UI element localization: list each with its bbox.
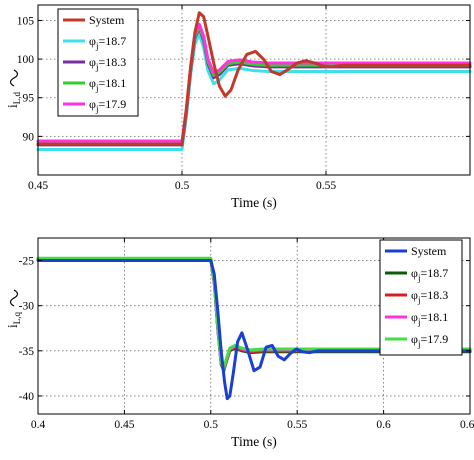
y-tick-label: -25 [19, 256, 35, 268]
plot-bottom-ylabel-hat-icon [9, 289, 19, 307]
plot-bottom-legend: System φj=18.7 φj=18.3 φj=18.1 φj=17.9 [379, 239, 463, 356]
y-tick-label: 95 [23, 93, 35, 105]
series-line-system [36, 259, 472, 401]
y-tick-label: 90 [23, 131, 35, 143]
y-tick-label: 100 [17, 54, 35, 66]
x-tick-label: 0.6 [376, 419, 391, 431]
plot-bottom-xlabel: Time (s) [231, 434, 277, 449]
legend-label: System [411, 244, 447, 258]
plot-bottom-border [37, 237, 471, 415]
x-tick-label: 0.55 [287, 419, 307, 431]
y-tick-label: -30 [19, 301, 35, 313]
svg-text:iL,q: iL,q [5, 311, 22, 328]
plot-top: 0.45 0.5 0.55 90 95 100 105 Time (s) iL,d Syst… [5, 4, 472, 210]
plot-top-ylabel: iL,d [5, 69, 22, 108]
plot-top-ylabel-hat-icon [9, 69, 19, 87]
plot-bottom-ylabel-sub: L,q [12, 311, 22, 324]
y-tick-label: 105 [17, 15, 35, 27]
series-line-system [36, 11, 472, 146]
plot-top-legend-entries: System φj=18.7 φj=18.3 φj=18.1 φj=17.9 [63, 13, 126, 114]
plot-top-series [36, 11, 472, 151]
x-tick-label: 0.45 [114, 419, 134, 431]
x-tick-label: 0.45 [28, 180, 48, 192]
legend-label: φj=18.3 [411, 288, 448, 305]
legend-label: φj=18.1 [411, 310, 448, 327]
svg-text:iL,d: iL,d [5, 91, 22, 108]
x-tick-label: 0.5 [204, 419, 219, 431]
plot-top-border [37, 4, 471, 176]
legend-label: φj=18.3 [89, 55, 126, 72]
y-tick-label: -35 [19, 346, 35, 358]
y-tick-label: -40 [19, 391, 35, 403]
legend-label: φj=18.7 [89, 34, 126, 51]
plot-bottom-series [36, 256, 472, 401]
plot-bottom-legend-entries: System φj=18.7 φj=18.3 φj=18.1 φj=17.9 [385, 244, 448, 349]
plot-bottom-ylabel-main: i [5, 324, 20, 328]
plot-bottom-ylabel: iL,q [5, 289, 22, 328]
plot-top-xlabel: Time (s) [231, 195, 277, 210]
x-tick-label: 0.55 [316, 180, 336, 192]
plot-bottom: 0.4 0.45 0.5 0.55 0.6 0.65 -40 -35 -30 -25 Time (… [5, 237, 474, 449]
plot-top-legend: System φj=18.7 φj=18.3 φj=18.1 φj=17.9 [57, 8, 139, 117]
x-tick-label: 0.4 [31, 419, 46, 431]
legend-label: φj=17.9 [89, 97, 126, 114]
legend-label: φj=18.7 [411, 266, 448, 283]
plot-bottom-ticks: 0.4 0.45 0.5 0.55 0.6 0.65 -40 -35 -30 -25 [19, 238, 474, 431]
legend-label: φj=18.1 [89, 76, 126, 93]
legend-label: System [89, 13, 125, 27]
plot-top-ticks: 0.45 0.5 0.55 90 95 100 105 [17, 5, 470, 192]
x-tick-label: 0.65 [460, 419, 474, 431]
plot-top-ylabel-sub: L,d [12, 91, 22, 104]
x-tick-label: 0.5 [175, 180, 190, 192]
plot-top-ylabel-main: i [5, 104, 20, 108]
legend-label: φj=17.9 [411, 332, 448, 349]
plot-bottom-legend-box [379, 239, 463, 356]
